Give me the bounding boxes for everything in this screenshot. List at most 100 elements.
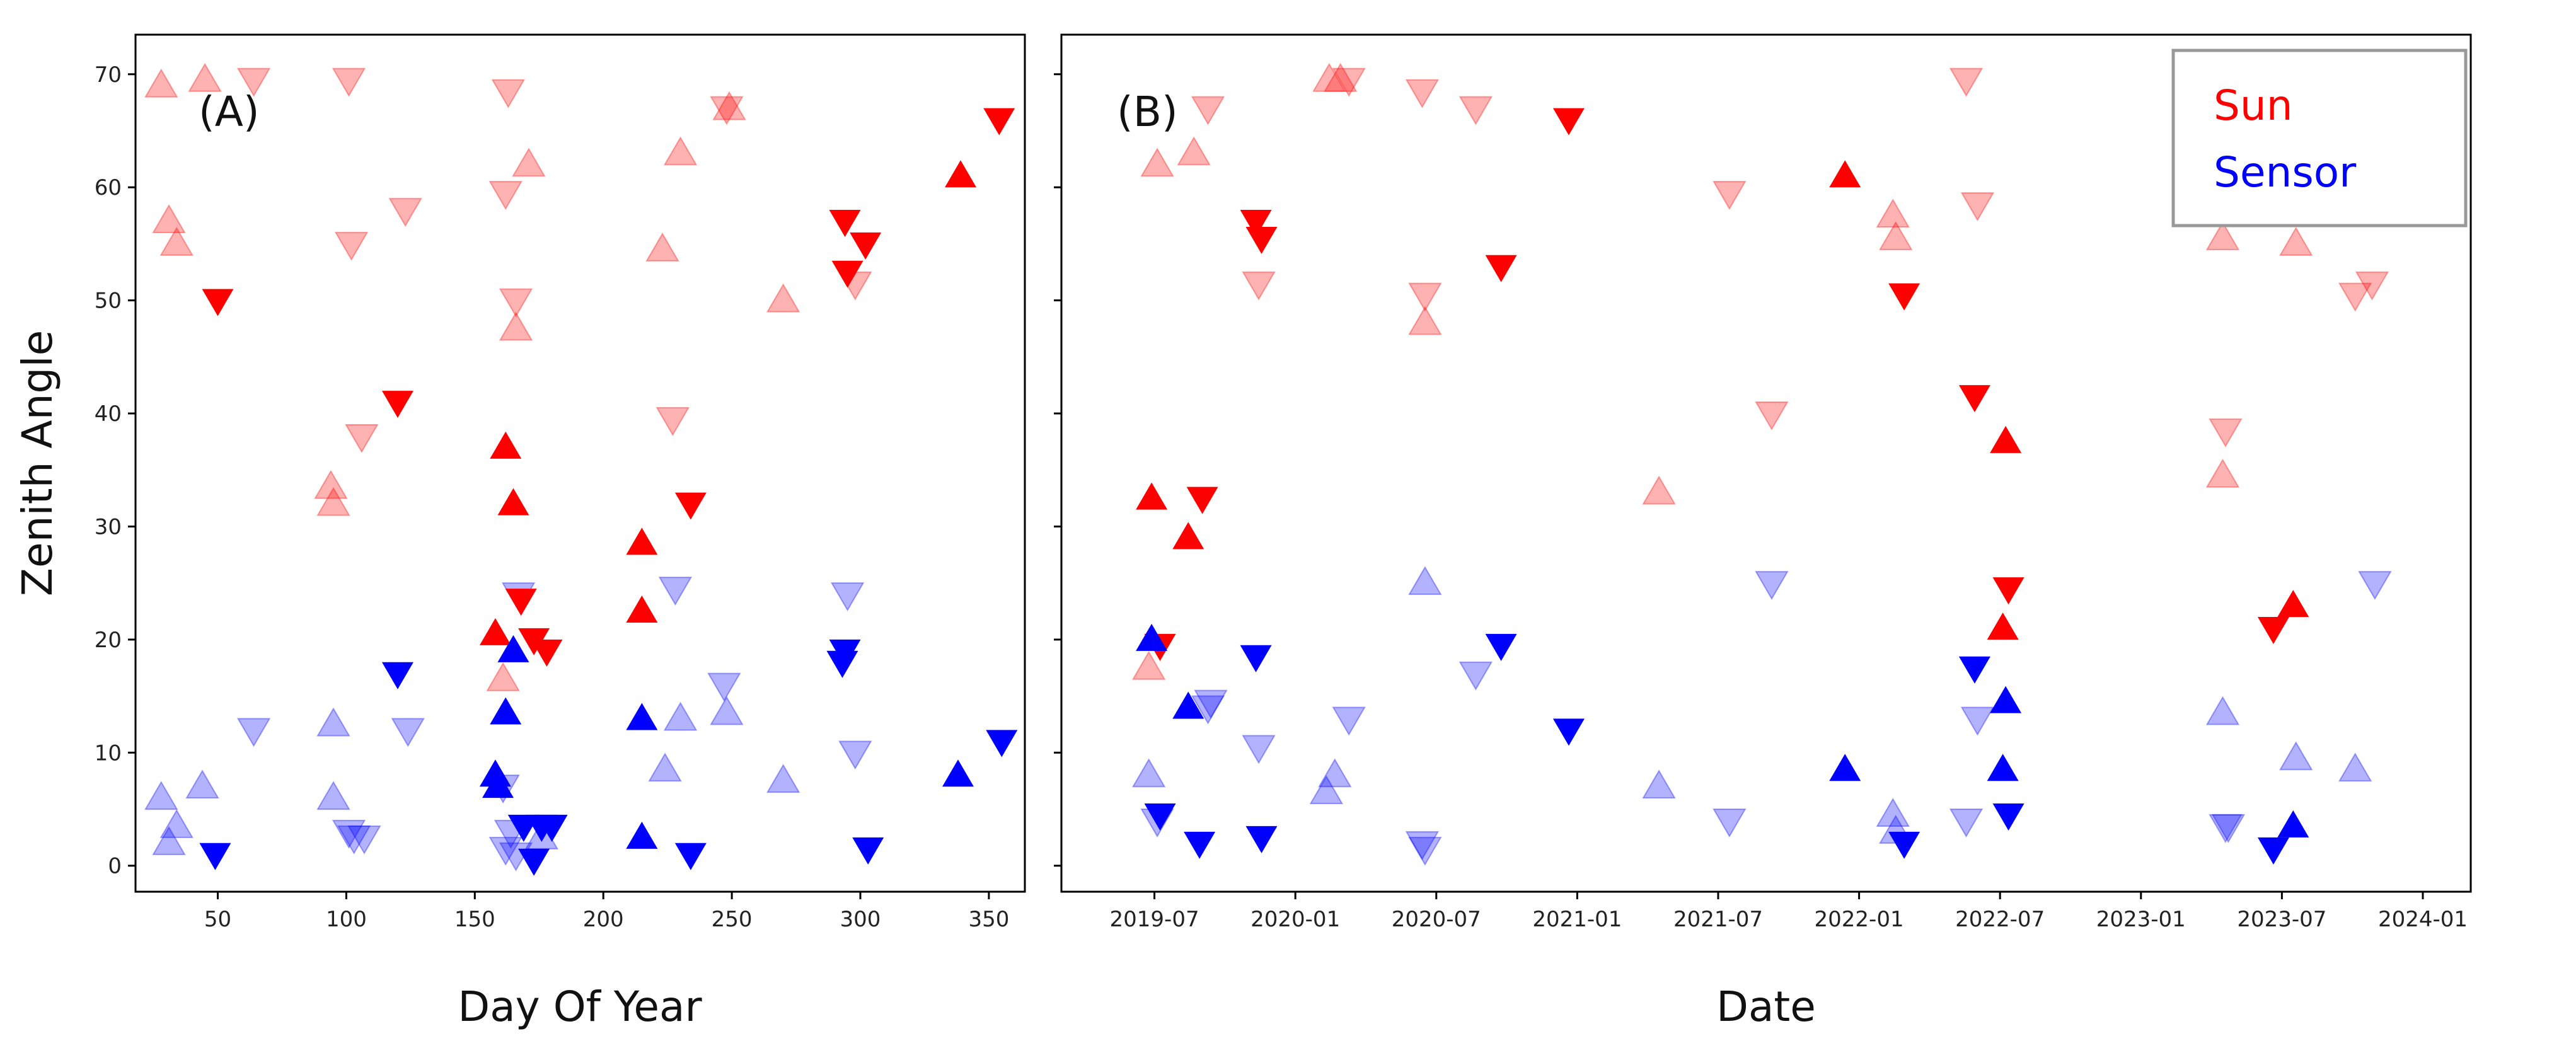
panel-b-x-axis: 2019-07 2020-01 2020-07 2021-01 2021-07 2022-… bbox=[1110, 892, 2468, 932]
sensor-point-down-triangle bbox=[1485, 633, 1517, 661]
panel-a-x-tick-label: 300 bbox=[840, 907, 881, 932]
sun-point-down-triangle-faded bbox=[2355, 271, 2389, 301]
panel-a-label: (A) bbox=[199, 88, 260, 136]
sun-point-up-triangle bbox=[2277, 590, 2309, 618]
sensor-point-down-triangle-faded bbox=[1191, 695, 1225, 725]
sensor-point-up-triangle bbox=[626, 703, 658, 730]
sensor-point-down-triangle bbox=[536, 814, 568, 842]
sensor-point-down-triangle-faded bbox=[2211, 814, 2246, 843]
y-tick-label: 0 bbox=[108, 854, 122, 879]
sun-point-up-triangle-faded bbox=[152, 204, 186, 234]
sun-point-up-triangle-faded bbox=[1878, 221, 1913, 250]
y-tick-label: 30 bbox=[95, 514, 122, 539]
sensor-point-up-triangle bbox=[2277, 810, 2309, 838]
sensor-point-down-triangle bbox=[829, 639, 861, 667]
sensor-point-down-triangle-faded bbox=[1194, 689, 1228, 719]
y-tick-label: 60 bbox=[95, 175, 122, 200]
sensor-point-up-triangle bbox=[1829, 754, 1861, 781]
sun-point-up-triangle bbox=[1987, 612, 2019, 640]
sensor-point-up-triangle-faded bbox=[144, 781, 178, 810]
panel-b-x-tick-label: 2023-07 bbox=[2237, 907, 2326, 932]
sun-point-down-triangle bbox=[381, 391, 413, 418]
sensor-point-down-triangle-faded bbox=[1242, 735, 1276, 764]
sensor-point-up-triangle bbox=[479, 759, 511, 787]
y-tick-label: 70 bbox=[95, 62, 122, 88]
sun-point-up-triangle-faded bbox=[188, 62, 222, 92]
panel-b-x-tick-label: 2024-01 bbox=[2378, 907, 2468, 932]
panel-a-points bbox=[144, 62, 1018, 876]
panel-a-x-tick-label: 200 bbox=[583, 907, 624, 932]
sensor-point-up-triangle-faded bbox=[1642, 769, 1676, 799]
panel-a-x-tick-label: 350 bbox=[968, 907, 1009, 932]
panel-a-x-tick-label: 250 bbox=[712, 907, 753, 932]
sensor-point-up-triangle-faded bbox=[1318, 758, 1352, 788]
sun-point-up-triangle-faded bbox=[316, 487, 350, 516]
panel-b-x-tick-label: 2020-01 bbox=[1250, 907, 1340, 932]
sun-point-down-triangle bbox=[850, 232, 882, 260]
sun-point-down-triangle bbox=[1552, 108, 1585, 135]
sensor-point-up-triangle-faded bbox=[710, 696, 744, 725]
sun-point-down-triangle-faded bbox=[1191, 96, 1225, 125]
sun-point-up-triangle-faded bbox=[144, 68, 178, 98]
sun-point-up-triangle-faded bbox=[2279, 226, 2313, 256]
sun-point-up-triangle-faded bbox=[1642, 475, 1676, 505]
sun-point-up-triangle-faded bbox=[645, 232, 679, 262]
sensor-point-up-triangle bbox=[482, 771, 514, 798]
sensor-point-down-triangle bbox=[674, 843, 707, 870]
sensor-point-down-triangle-faded bbox=[1408, 836, 1442, 866]
sun-point-down-triangle-faded bbox=[1949, 67, 1984, 97]
legend: Sun Sensor bbox=[2171, 49, 2468, 227]
sun-point-up-triangle-faded bbox=[512, 147, 546, 177]
panel-b-x-tick-label: 2022-01 bbox=[1815, 907, 1904, 932]
y-tick-label: 10 bbox=[95, 740, 122, 766]
sensor-point-down-triangle-faded bbox=[2209, 814, 2243, 843]
sun-point-down-triangle-faded bbox=[488, 181, 523, 210]
sun-point-up-triangle-faded bbox=[1408, 306, 1442, 335]
sensor-point-down-triangle-faded bbox=[1458, 661, 1493, 691]
panel-b-x-axis-title: Date bbox=[1716, 982, 1816, 1031]
sun-point-up-triangle-faded bbox=[1323, 62, 1358, 92]
sun-point-up-triangle-faded bbox=[1140, 147, 1174, 177]
sensor-point-down-triangle-faded bbox=[1405, 831, 1440, 860]
sensor-point-down-triangle-faded bbox=[1332, 706, 1366, 736]
sensor-point-down-triangle bbox=[1958, 656, 1990, 684]
sensor-point-down-triangle-faded bbox=[236, 718, 271, 747]
sun-point-up-triangle-faded bbox=[2205, 221, 2240, 250]
legend-entry-sun: Sun bbox=[2214, 81, 2293, 130]
sensor-point-down-triangle bbox=[986, 730, 1018, 757]
panel-a-x-axis: 50 100 150 200 250 300 350 bbox=[204, 892, 1009, 932]
panel-a-day-of-year: 0 10 20 30 40 50 60 70 50 100 150 200 250 300 350 (A)… bbox=[13, 33, 1026, 1031]
sun-point-down-triangle bbox=[505, 589, 537, 616]
sensor-point-down-triangle-faded bbox=[838, 740, 872, 770]
sun-point-down-triangle bbox=[829, 210, 861, 238]
sun-point-down-triangle-faded bbox=[2209, 418, 2243, 447]
sensor-point-down-triangle bbox=[1144, 803, 1176, 831]
sensor-point-up-triangle bbox=[497, 635, 529, 662]
sensor-point-up-triangle-faded bbox=[185, 769, 219, 799]
panel-b-label: (B) bbox=[1117, 88, 1178, 136]
sensor-point-down-triangle bbox=[1240, 645, 1272, 672]
panel-b-y-axis bbox=[1054, 73, 1061, 867]
panel-b-x-tick-label: 2021-01 bbox=[1532, 907, 1622, 932]
sun-point-up-triangle-faded bbox=[1177, 136, 1211, 166]
sensor-point-up-triangle bbox=[1990, 686, 2022, 713]
sun-point-up-triangle-faded bbox=[486, 662, 520, 691]
panel-b-date: 2019-07 2020-01 2020-07 2021-01 2021-07 2022-… bbox=[1054, 33, 2472, 1031]
sun-point-up-triangle-faded bbox=[663, 136, 698, 166]
sun-point-up-triangle-faded bbox=[314, 469, 348, 499]
sun-point-up-triangle bbox=[479, 618, 511, 645]
sun-point-up-triangle-faded bbox=[1876, 199, 1910, 228]
sensor-point-down-triangle bbox=[1245, 826, 1278, 853]
sensor-point-down-triangle bbox=[1184, 831, 1216, 859]
sensor-point-down-triangle-faded bbox=[2358, 571, 2392, 601]
sensor-point-up-triangle bbox=[942, 759, 974, 787]
sensor-point-down-triangle bbox=[518, 848, 550, 876]
sensor-point-down-triangle bbox=[1552, 718, 1585, 746]
sensor-point-up-triangle-faded bbox=[648, 752, 682, 782]
sun-point-up-triangle-faded bbox=[712, 91, 746, 120]
sun-point-down-triangle-faded bbox=[499, 288, 533, 318]
sun-point-up-triangle-faded bbox=[1131, 650, 1166, 680]
sun-point-down-triangle-faded bbox=[1755, 401, 1789, 431]
sensor-point-up-triangle bbox=[1987, 754, 2019, 781]
sun-point-up-triangle-faded bbox=[499, 311, 533, 341]
